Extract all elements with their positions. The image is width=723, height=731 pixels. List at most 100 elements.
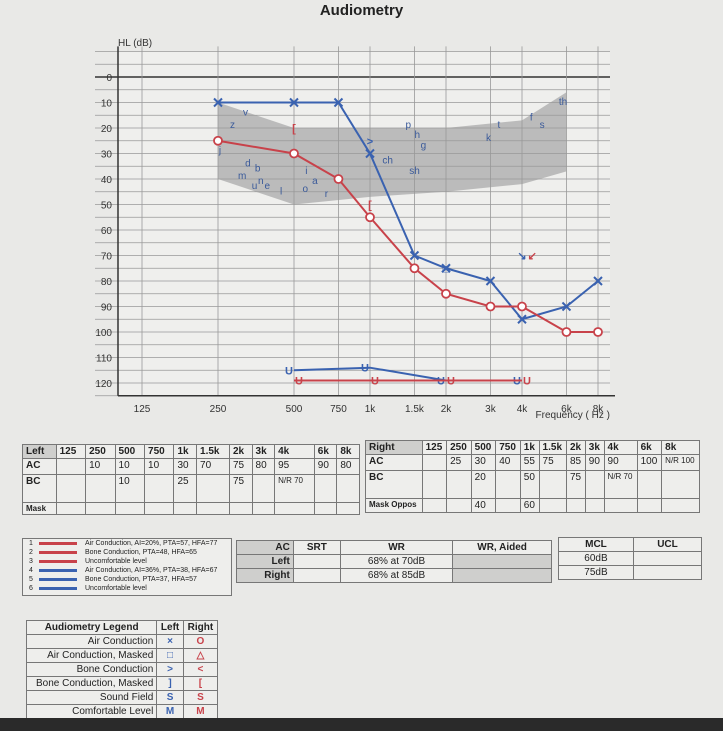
x-tick-label: 1.5k xyxy=(405,404,425,415)
table-cell: N/R 70 xyxy=(274,474,315,503)
table-cell xyxy=(274,502,315,515)
data-point-left_ac xyxy=(213,97,223,108)
column-header: Right xyxy=(365,440,423,455)
table-cell: 40 xyxy=(470,498,497,513)
legend-entry: 3 Uncomfortable level xyxy=(23,557,231,566)
table-cell xyxy=(446,470,472,499)
right-symbol-icon: S xyxy=(182,690,219,705)
legend-swatch xyxy=(39,569,77,572)
legend-number: 4 xyxy=(29,567,33,574)
phoneme-label: m xyxy=(238,171,246,182)
table-cell: 100 xyxy=(636,454,663,471)
legend-row: Sound Field S S xyxy=(25,690,219,705)
legend-label: Air Conduction, AI=36%, PTA=38, HFA=67 xyxy=(85,567,218,574)
data-point-left_ac xyxy=(333,97,344,108)
column-header: 500 xyxy=(470,440,497,455)
phoneme-label: f xyxy=(530,112,533,123)
column-header: 4k xyxy=(603,440,638,455)
legend-number: 2 xyxy=(29,549,33,556)
legend-row: Comfortable Level M M xyxy=(25,704,219,719)
y-tick-label: 40 xyxy=(101,175,113,186)
y-tick-label: 70 xyxy=(101,252,113,263)
legend-label: Sound Field xyxy=(25,690,158,705)
column-header: WR, Aided xyxy=(452,540,552,555)
table-cell xyxy=(292,568,341,583)
phoneme-label: l xyxy=(280,186,282,197)
data-point-right_ac xyxy=(365,212,375,223)
table-cell xyxy=(661,498,700,513)
data-point-left_ac xyxy=(561,301,572,312)
table-cell xyxy=(196,474,230,503)
table-cell xyxy=(196,502,230,515)
series-line-left_ac xyxy=(218,101,599,321)
column-header: 250 xyxy=(85,444,116,459)
x-mark xyxy=(441,263,451,273)
phoneme-label: a xyxy=(312,176,318,187)
table-row-mask: Mask Oppos 40 60 xyxy=(365,498,700,513)
table-cell xyxy=(636,470,663,499)
data-point-right_ac xyxy=(213,135,223,146)
y-tick-label: 10 xyxy=(101,99,113,110)
phoneme-label: k xyxy=(486,133,492,144)
table-cell: 50 xyxy=(519,470,540,499)
phoneme-label: h xyxy=(414,130,420,141)
table-cell: 75 xyxy=(538,454,567,471)
x-mark xyxy=(561,301,572,312)
table-row: Right 68% at 85dB xyxy=(236,568,552,583)
table-cell xyxy=(584,498,605,513)
table-cell: 30 xyxy=(173,458,198,475)
row-label: Right xyxy=(236,568,294,583)
y-axis-label: HL (dB) xyxy=(118,38,152,49)
column-header: 6k xyxy=(313,444,338,459)
legend-row: Air Conduction × O xyxy=(25,634,219,649)
row-label: Mask Oppos xyxy=(365,498,423,513)
table-cell: 60 xyxy=(519,498,540,513)
x-tick-label: 8k xyxy=(593,404,605,415)
x-mark xyxy=(333,97,344,108)
table-cell xyxy=(313,502,338,515)
table-cell xyxy=(565,498,586,513)
series-legend: 1 Air Conduction, AI=20%, PTA=57, HFA=77 2… xyxy=(22,538,232,596)
table-cell xyxy=(55,458,87,475)
data-point-left_ucl: U xyxy=(361,363,369,375)
audiogram-chart: 125 250 500 750 1k 1.5k 2k 3k 4k 6k 8k 0 10 20 30 40 50 6… xyxy=(95,38,615,421)
data-point-right_ucl: U xyxy=(447,375,455,387)
x-tick-label: 125 xyxy=(134,404,151,415)
legend-swatch xyxy=(39,542,77,545)
table-cell: 10 xyxy=(144,458,175,475)
row-label: Mask xyxy=(22,502,57,515)
table-cell xyxy=(144,502,175,515)
left-symbol-icon: □ xyxy=(156,648,184,663)
column-header: 1.5k xyxy=(196,444,230,459)
x-tick-label: 500 xyxy=(286,404,303,415)
legend-number: 3 xyxy=(29,558,33,565)
table-cell xyxy=(421,498,448,513)
table-cell: 68% at 85dB xyxy=(339,568,454,583)
table-cell xyxy=(495,498,521,513)
table-cell: 95 xyxy=(274,458,315,475)
table-cell: 70 xyxy=(196,458,230,475)
x-tick-label: 1k xyxy=(365,404,377,415)
right-symbol-icon: O xyxy=(182,634,219,649)
row-label: BC xyxy=(22,474,57,503)
table-cell: 90 xyxy=(603,454,638,471)
row-label: BC xyxy=(365,470,423,499)
column-header: Left xyxy=(156,620,184,635)
table-cell xyxy=(251,474,276,503)
legend-row: Bone Conduction, Masked][ xyxy=(25,676,219,691)
legend-label: Air Conduction, AI=20%, PTA=57, HFA=77 xyxy=(85,540,218,547)
table-row-bc: BC 20 50 75 N/R 70 xyxy=(365,470,700,499)
x-mark xyxy=(409,250,420,261)
speech-banana xyxy=(218,92,567,205)
table-cell: 20 xyxy=(470,470,497,499)
column-header: 3k xyxy=(584,440,605,455)
table-cell xyxy=(446,498,472,513)
legend-entry: 5 Bone Conduction, PTA=37, HFA=57 xyxy=(23,575,231,584)
table-cell: 10 xyxy=(114,474,146,503)
column-header: 1k xyxy=(519,440,540,455)
phoneme-label: p xyxy=(406,120,412,131)
table-cell xyxy=(173,502,198,515)
x-mark xyxy=(213,97,223,108)
legend-label: Bone Conduction, PTA=37, HFA=57 xyxy=(85,576,197,583)
column-header: Audiometry Legend xyxy=(25,620,158,635)
